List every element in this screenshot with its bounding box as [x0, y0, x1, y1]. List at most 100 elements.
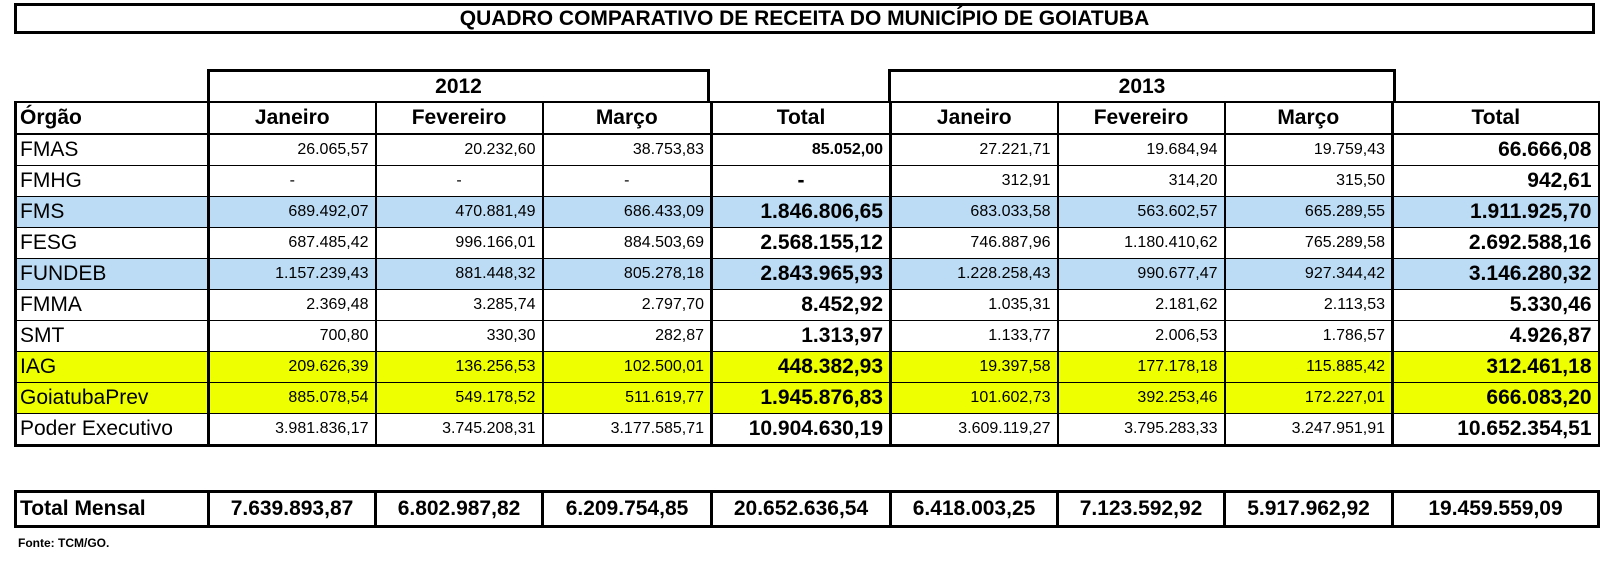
- total-mensal-label: Total Mensal: [14, 490, 210, 528]
- value-cell: 3.981.836,17: [207, 413, 377, 447]
- row-label: IAG: [14, 351, 210, 383]
- value-cell: 19.684,94: [1056, 134, 1226, 166]
- table-row: SMT 700,80 330,30 282,87 1.313,97 1.133,77 2.0…: [14, 320, 1600, 352]
- value-cell: -: [374, 165, 544, 197]
- table-row: Poder Executivo 3.981.836,17 3.745.208,31 3…: [14, 413, 1600, 447]
- total-value-cell: 448.382,93: [710, 351, 892, 383]
- value-cell: 282,87: [541, 320, 713, 352]
- value-cell: 805.278,18: [541, 258, 713, 290]
- table-row: IAG 209.626,39 136.256,53 102.500,01 448.382…: [14, 351, 1600, 383]
- value-cell: 1.035,31: [889, 289, 1059, 321]
- value-cell: 172.227,01: [1223, 382, 1394, 414]
- column-header-marco-2013: Março: [1223, 101, 1394, 135]
- value-cell: -: [207, 165, 377, 197]
- total-cell: 19.459.559,09: [1391, 490, 1600, 528]
- table-row: FMS 689.492,07 470.881,49 686.433,09 1.846.8…: [14, 196, 1600, 228]
- value-cell: 314,20: [1056, 165, 1226, 197]
- value-cell: 665.289,55: [1223, 196, 1394, 228]
- value-cell: 26.065,57: [207, 134, 377, 166]
- value-cell: 2.181,62: [1056, 289, 1226, 321]
- year-2012-header: 2012: [207, 69, 710, 101]
- value-cell: 686.433,09: [541, 196, 713, 228]
- value-cell: 115.885,42: [1223, 351, 1394, 383]
- value-cell: 1.180.410,62: [1056, 227, 1226, 259]
- column-header-fevereiro-2013: Fevereiro: [1056, 101, 1226, 135]
- table-row: FMHG - - - -312,91 314,20 315,50 942,61: [14, 165, 1600, 197]
- total-value-cell: 312.461,18: [1391, 351, 1600, 383]
- value-cell: 881.448,32: [374, 258, 544, 290]
- value-cell: 549.178,52: [374, 382, 544, 414]
- total-cell: 20.652.636,54: [710, 490, 892, 528]
- value-cell: -: [541, 165, 713, 197]
- value-cell: 330,30: [374, 320, 544, 352]
- value-cell: 687.485,42: [207, 227, 377, 259]
- total-cell: 7.639.893,87: [207, 490, 377, 528]
- total-value-cell: 3.146.280,32: [1391, 258, 1600, 290]
- total-value-cell: 10.652.354,51: [1391, 413, 1600, 447]
- value-cell: 563.602,57: [1056, 196, 1226, 228]
- value-cell: 38.753,83: [541, 134, 713, 166]
- total-value-cell: 8.452,92: [710, 289, 892, 321]
- value-cell: 101.602,73: [889, 382, 1059, 414]
- column-header-total-2012: Total: [710, 101, 892, 135]
- value-cell: 765.289,58: [1223, 227, 1394, 259]
- row-label: FMAS: [14, 134, 210, 166]
- table-row: FUNDEB 1.157.239,43 881.448,32 805.278,18 2.…: [14, 258, 1600, 290]
- total-cell: 7.123.592,92: [1056, 490, 1226, 528]
- row-label: Poder Executivo: [14, 413, 210, 447]
- total-value-cell: 10.904.630,19: [710, 413, 892, 447]
- total-mensal-table: Total Mensal 7.639.893,87 6.802.987,82 6…: [14, 490, 1600, 528]
- column-header-total-2013: Total: [1391, 101, 1600, 135]
- value-cell: 746.887,96: [889, 227, 1059, 259]
- value-cell: 885.078,54: [207, 382, 377, 414]
- value-cell: 19.759,43: [1223, 134, 1394, 166]
- value-cell: 312,91: [889, 165, 1059, 197]
- value-cell: 990.677,47: [1056, 258, 1226, 290]
- row-label: SMT: [14, 320, 210, 352]
- table-row: FESG 687.485,42 996.166,01 884.503,69 2.568.…: [14, 227, 1600, 259]
- row-label: FMS: [14, 196, 210, 228]
- value-cell: 2.113,53: [1223, 289, 1394, 321]
- value-cell: 511.619,77: [541, 382, 713, 414]
- value-cell: 136.256,53: [374, 351, 544, 383]
- value-cell: 884.503,69: [541, 227, 713, 259]
- value-cell: 102.500,01: [541, 351, 713, 383]
- value-cell: 2.369,48: [207, 289, 377, 321]
- value-cell: 927.344,42: [1223, 258, 1394, 290]
- value-cell: 3.285,74: [374, 289, 544, 321]
- table-row: GoiatubaPrev 885.078,54 549.178,52 511.619,…: [14, 382, 1600, 414]
- total-value-cell: 1.911.925,70: [1391, 196, 1600, 228]
- year-2013-header: 2013: [888, 69, 1396, 101]
- row-label: FESG: [14, 227, 210, 259]
- total-value-cell: 4.926,87: [1391, 320, 1600, 352]
- table-row: FMAS 26.065,57 20.232,60 38.753,83 85.052,00…: [14, 134, 1600, 166]
- total-value-cell: -: [710, 165, 892, 197]
- row-label: FUNDEB: [14, 258, 210, 290]
- value-cell: 3.745.208,31: [374, 413, 544, 447]
- value-cell: 689.492,07: [207, 196, 377, 228]
- revenue-table: Órgão Janeiro Fevereiro Março Total Jane…: [14, 101, 1600, 447]
- value-cell: 19.397,58: [889, 351, 1059, 383]
- total-value-cell: 66.666,08: [1391, 134, 1600, 166]
- value-cell: 27.221,71: [889, 134, 1059, 166]
- header-row: Órgão Janeiro Fevereiro Março Total Jane…: [14, 101, 1600, 135]
- total-value-cell: 85.052,00: [710, 134, 892, 166]
- value-cell: 2.797,70: [541, 289, 713, 321]
- value-cell: 177.178,18: [1056, 351, 1226, 383]
- value-cell: 1.228.258,43: [889, 258, 1059, 290]
- value-cell: 20.232,60: [374, 134, 544, 166]
- row-label: GoiatubaPrev: [14, 382, 210, 414]
- value-cell: 315,50: [1223, 165, 1394, 197]
- total-value-cell: 1.846.806,65: [710, 196, 892, 228]
- total-value-cell: 2.692.588,16: [1391, 227, 1600, 259]
- table-row: FMMA 2.369,48 3.285,74 2.797,70 8.452,92 1.03…: [14, 289, 1600, 321]
- total-cell: 6.209.754,85: [541, 490, 713, 528]
- total-cell: 6.802.987,82: [374, 490, 544, 528]
- value-cell: 996.166,01: [374, 227, 544, 259]
- total-cell: 6.418.003,25: [889, 490, 1059, 528]
- value-cell: 700,80: [207, 320, 377, 352]
- value-cell: 3.795.283,33: [1056, 413, 1226, 447]
- total-value-cell: 942,61: [1391, 165, 1600, 197]
- column-header-janeiro-2012: Janeiro: [207, 101, 377, 135]
- total-value-cell: 1.945.876,83: [710, 382, 892, 414]
